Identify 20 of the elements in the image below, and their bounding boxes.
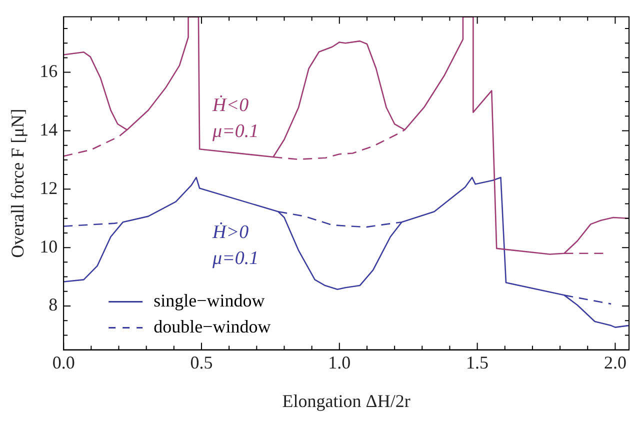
x-tick-label: 2.0: [604, 352, 626, 372]
line-series: [278, 210, 402, 228]
annotation: μ=0.1: [212, 248, 259, 270]
y-axis-title: Overall force F [μN]: [8, 108, 28, 258]
y-tick-label: 14: [40, 119, 58, 140]
y-tick-label: 10: [40, 236, 58, 256]
y-tick-label: 12: [40, 178, 58, 198]
x-tick-label: 1.0: [328, 352, 351, 372]
legend-label: single−window: [154, 290, 265, 311]
y-tick-label: 8: [48, 294, 58, 315]
x-axis-title: Elongation ΔH/2r: [282, 390, 410, 411]
annotation: Ḣ<0: [212, 94, 250, 116]
annotation: Ḣ>0: [212, 222, 250, 243]
x-tick-label: 0.5: [190, 352, 213, 372]
line-series: [272, 129, 406, 160]
y-tick-label: 16: [40, 61, 58, 82]
legend-label: double−window: [154, 316, 271, 337]
x-tick-label: 1.5: [466, 352, 489, 372]
annotation: μ=0.1: [212, 121, 259, 142]
x-tick-label: 0.0: [52, 352, 75, 372]
